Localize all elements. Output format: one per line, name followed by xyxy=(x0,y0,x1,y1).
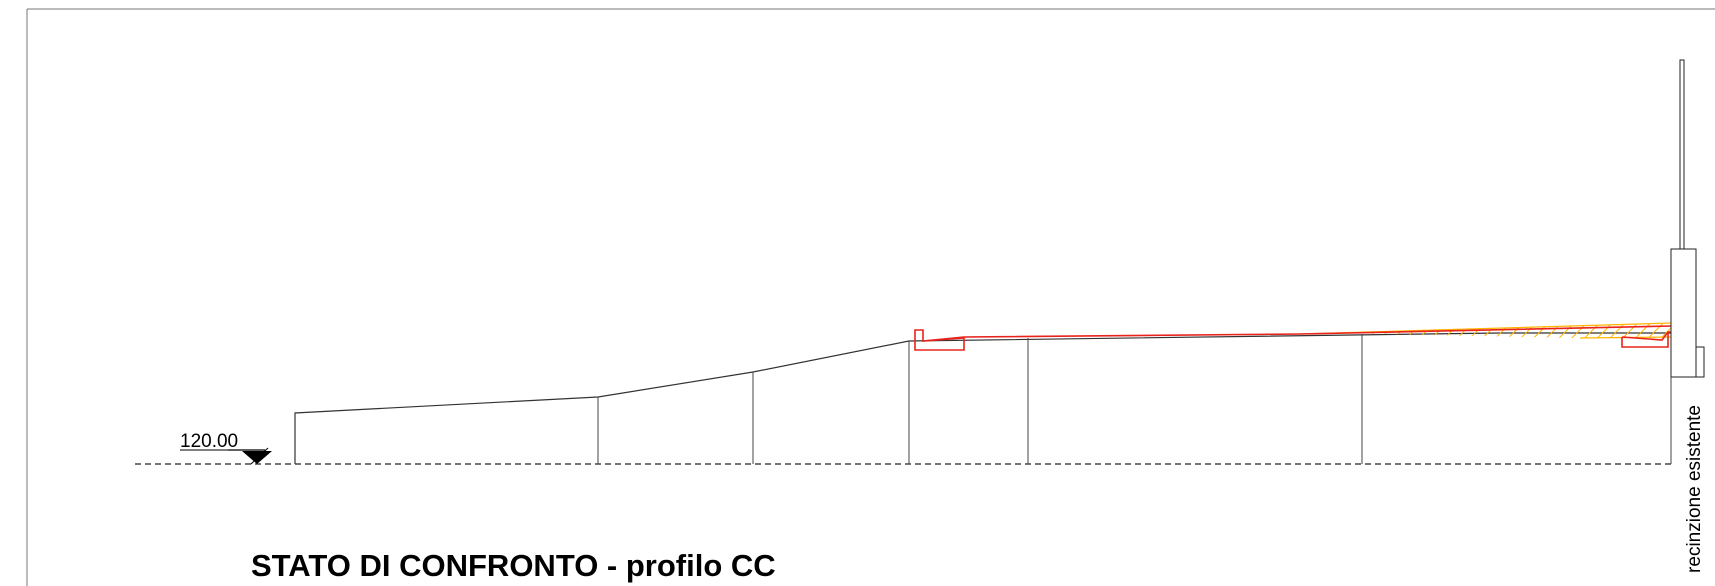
sheet-frame xyxy=(26,8,1715,586)
fence-label: recinzione esistente xyxy=(1684,405,1705,573)
elevation-value: 120.00 xyxy=(180,431,238,452)
section-title: STATO DI CONFRONTO - profilo CC xyxy=(251,548,776,583)
existing-ground-profile xyxy=(294,326,1672,464)
elevation-marker: 120.00 xyxy=(180,431,272,465)
project-profile xyxy=(914,325,1673,351)
existing-fence xyxy=(1670,59,1705,378)
